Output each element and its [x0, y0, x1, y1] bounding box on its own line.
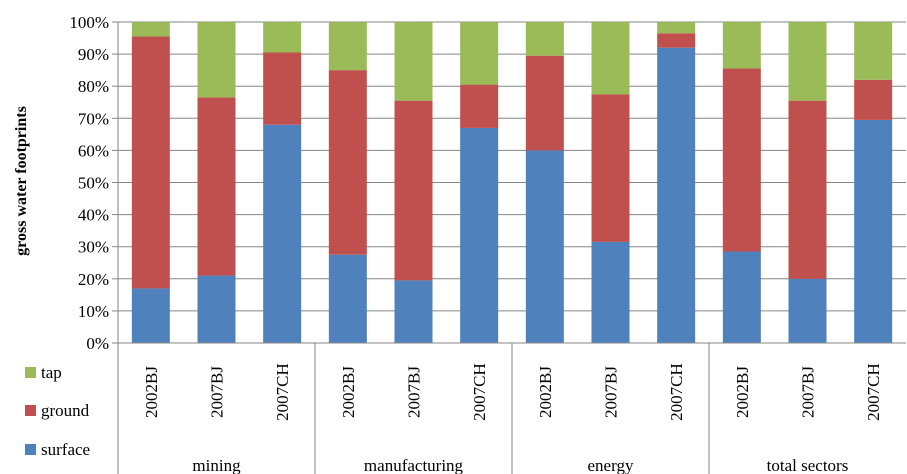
bar-segment-tap: [854, 22, 893, 80]
bar-segment-surface: [788, 278, 827, 343]
bar-segment-tap: [394, 22, 433, 101]
bar-segment-surface: [394, 280, 433, 343]
x-tick-label: 2007CH: [273, 363, 292, 421]
bar-segment-surface: [722, 251, 761, 343]
bar-segment-ground: [722, 68, 761, 252]
x-tick-label: 2007CH: [864, 363, 883, 421]
bar-segment-tap: [263, 22, 302, 53]
legend-label-ground: ground: [41, 401, 90, 420]
x-tick-label: 2007BJ: [405, 366, 424, 418]
bar-segment-tap: [657, 22, 696, 34]
x-tick-label: 2002BJ: [339, 366, 358, 418]
bar-segment-surface: [263, 124, 302, 343]
y-tick-label: 20%: [78, 270, 109, 289]
x-tick-label: 2007BJ: [208, 366, 227, 418]
y-axis-label: gross water footprints: [13, 106, 30, 256]
gridlines: [118, 21, 906, 344]
bar-segment-surface: [591, 241, 630, 343]
y-tick-label: 10%: [78, 302, 109, 321]
bar-segment-ground: [788, 100, 827, 279]
y-tick-label: 80%: [78, 77, 109, 96]
bar-segment-ground: [328, 70, 367, 255]
x-tick-label: 2007CH: [470, 363, 489, 421]
x-tick-label: 2002BJ: [733, 366, 752, 418]
y-tick-label: 30%: [78, 238, 109, 257]
y-tick-label: 60%: [78, 141, 109, 160]
x-tick-label: 2002BJ: [142, 366, 161, 418]
x-tick-label: 2007BJ: [799, 366, 818, 418]
y-tick-label: 90%: [78, 45, 109, 64]
legend-swatch-ground: [25, 405, 36, 416]
y-tick-label: 40%: [78, 206, 109, 225]
bar-segment-ground: [394, 100, 433, 281]
legend-label-surface: surface: [41, 440, 90, 459]
bar-segment-ground: [263, 52, 302, 125]
bar-segment-surface: [131, 288, 170, 343]
bar-segment-tap: [131, 22, 170, 37]
bar-segment-tap: [197, 22, 236, 98]
bar-segment-tap: [525, 22, 564, 56]
y-tick-label: 50%: [78, 174, 109, 193]
bar-segment-surface: [854, 119, 893, 343]
bar-segment-surface: [197, 275, 236, 343]
bars: [131, 22, 893, 344]
legend: tap ground surface: [25, 363, 90, 459]
bar-segment-tap: [788, 22, 827, 101]
bar-segment-ground: [591, 94, 630, 242]
group-label: manufacturing: [364, 456, 464, 474]
bar-segment-ground: [525, 55, 564, 151]
labels: 0% 10% 20% 30% 40% 50% 60% 70% 80% 90% 100% 2002BJ 2…: [69, 13, 883, 474]
x-tick-label: 2002BJ: [536, 366, 555, 418]
legend-label-tap: tap: [41, 363, 62, 382]
bar-segment-ground: [460, 84, 499, 128]
bar-segment-ground: [854, 79, 893, 120]
bar-segment-tap: [328, 22, 367, 71]
bar-segment-tap: [460, 22, 499, 85]
bar-segment-surface: [328, 254, 367, 343]
bar-segment-ground: [197, 97, 236, 276]
group-label: mining: [192, 456, 241, 474]
bar-segment-ground: [131, 36, 170, 289]
bar-segment-tap: [722, 22, 761, 69]
bar-segment-surface: [525, 150, 564, 343]
x-tick-label: 2007CH: [667, 363, 686, 421]
legend-swatch-surface: [25, 444, 36, 455]
x-tick-label: 2007BJ: [602, 366, 621, 418]
group-label: energy: [588, 456, 634, 474]
y-tick-label: 0%: [86, 334, 109, 353]
bar-segment-surface: [460, 127, 499, 344]
bar-segment-ground: [657, 33, 696, 48]
y-tick-label: 70%: [78, 109, 109, 128]
group-label: total sectors: [767, 456, 849, 474]
axes: [112, 21, 906, 474]
bar-segment-tap: [591, 22, 630, 95]
y-tick-label: 100%: [69, 13, 109, 32]
bar-segment-surface: [657, 47, 696, 344]
legend-swatch-tap: [25, 367, 36, 378]
